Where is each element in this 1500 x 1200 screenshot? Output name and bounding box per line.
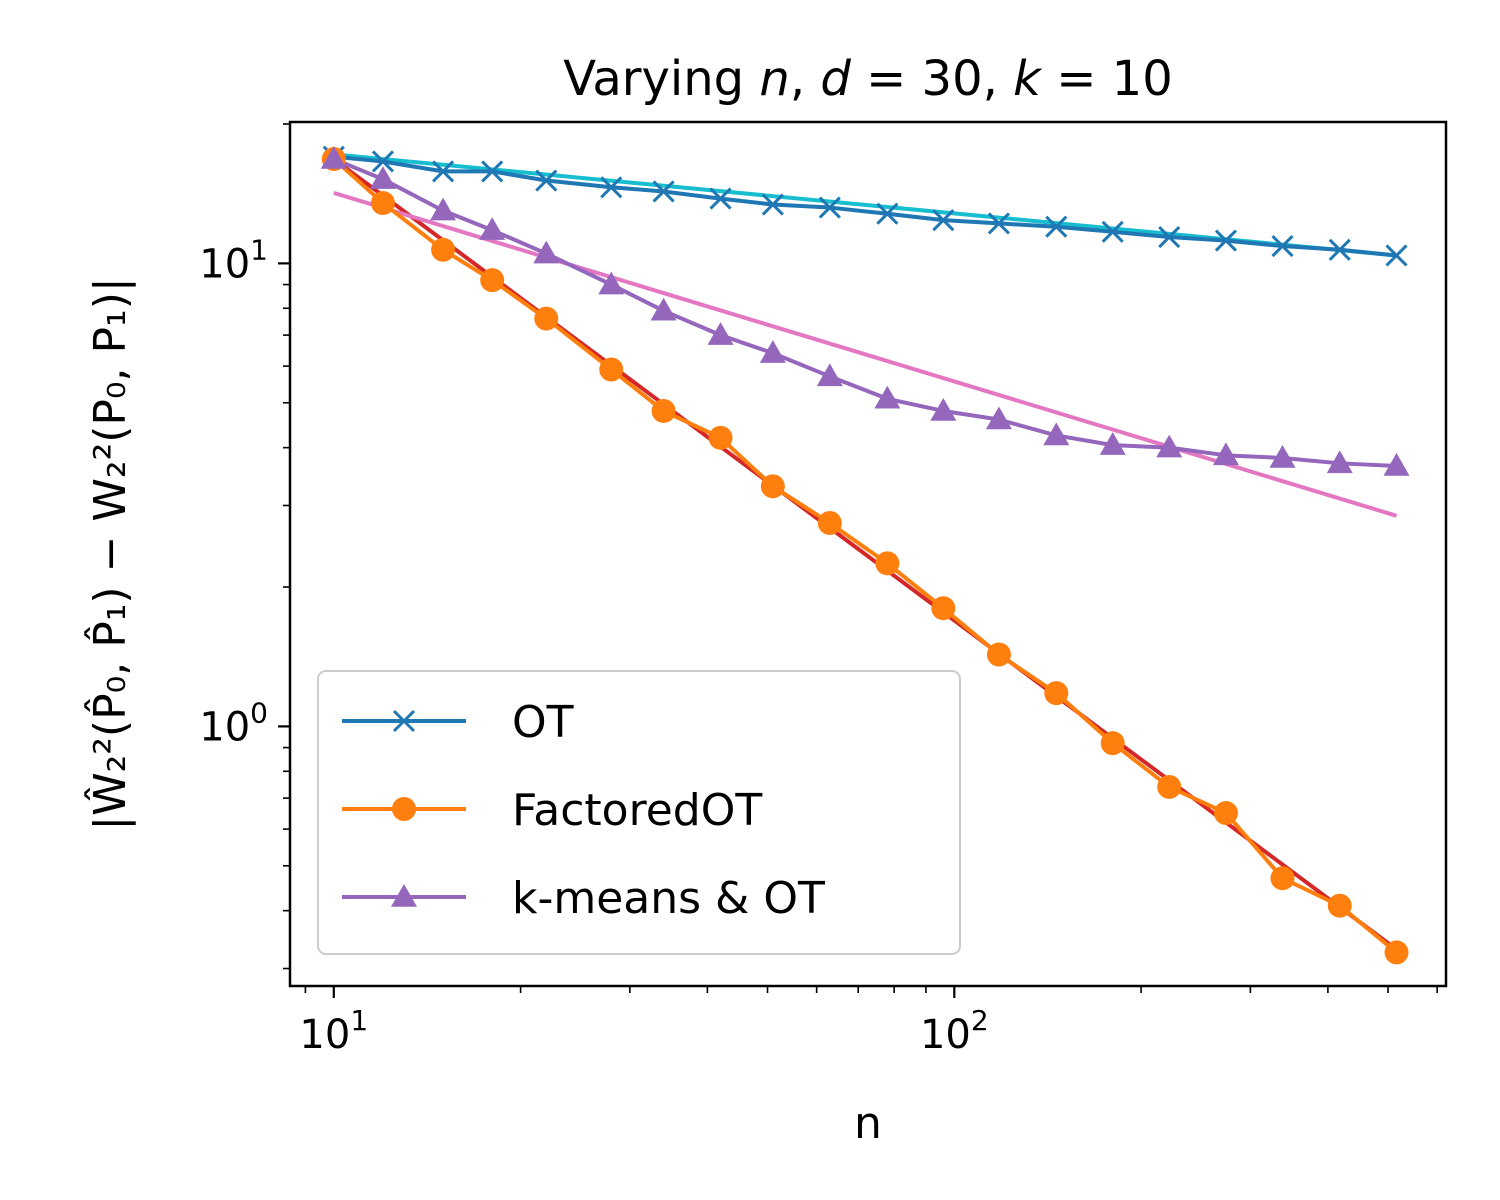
data-point <box>708 425 733 450</box>
data-point <box>534 306 559 331</box>
data-point <box>759 340 786 363</box>
data-point <box>1384 940 1409 965</box>
data-point <box>1383 453 1410 476</box>
data-point <box>1043 422 1070 446</box>
y-tick-label: 100 <box>199 696 268 750</box>
legend-entry: k-means & OT <box>342 873 825 924</box>
data-point <box>1328 238 1351 261</box>
data-point <box>369 166 396 189</box>
data-point <box>320 146 347 169</box>
data-point <box>1385 244 1408 267</box>
data-point <box>1157 774 1182 799</box>
legend-marker <box>391 884 417 907</box>
legend-marker <box>392 709 416 733</box>
data-point <box>533 240 560 264</box>
data-point <box>1044 681 1069 706</box>
legend-label: k-means & OT <box>512 873 825 924</box>
data-point <box>875 551 900 576</box>
data-point <box>599 357 624 382</box>
y-tick-label: 101 <box>199 233 268 287</box>
x-tick-label: 101 <box>299 1004 368 1058</box>
data-point <box>1045 215 1068 238</box>
series-line <box>333 154 1397 258</box>
chart-title: Varying n, d = 30, k = 10 <box>563 51 1173 107</box>
data-point <box>430 197 457 221</box>
data-point <box>816 363 843 387</box>
data-point <box>479 217 506 240</box>
data-point <box>1270 866 1295 891</box>
data-point <box>651 398 676 423</box>
data-point <box>986 642 1011 667</box>
data-point <box>876 202 899 225</box>
data-point <box>1100 731 1125 756</box>
legend: OT FactoredOT k-means & OT <box>317 670 961 955</box>
data-point <box>431 237 456 262</box>
data-point <box>1099 432 1126 455</box>
legend-label: FactoredOT <box>512 785 762 836</box>
data-point <box>598 271 625 295</box>
data-point <box>371 150 394 173</box>
legend-entry: OT <box>342 697 574 748</box>
data-point <box>1271 234 1294 258</box>
data-point <box>930 397 957 421</box>
axis-ticks: 101 102 100 101 <box>199 123 1438 1058</box>
data-point <box>1213 801 1238 826</box>
series-markers <box>320 145 1410 965</box>
data-point <box>650 297 677 321</box>
legend-marker <box>392 797 416 821</box>
data-point <box>817 510 842 535</box>
plot-frame <box>288 120 1448 988</box>
data-point <box>481 160 504 183</box>
data-point <box>709 187 732 210</box>
x-tick-label: 102 <box>920 1004 989 1058</box>
data-point <box>818 196 841 219</box>
data-point <box>600 176 623 199</box>
data-point <box>535 169 558 192</box>
data-point <box>760 474 785 499</box>
data-point <box>987 212 1010 235</box>
legend-label: OT <box>512 697 574 748</box>
data-point <box>761 193 784 216</box>
data-point <box>1101 220 1124 243</box>
x-axis-label: n <box>854 1098 882 1149</box>
data-point <box>1269 444 1296 468</box>
data-point <box>874 385 901 409</box>
y-axis-label: |Ŵ₂²(P̂₀, P̂₁) − W₂²(P₀, P₁)| <box>83 277 136 830</box>
legend-box <box>317 670 961 955</box>
data-point <box>1326 450 1353 474</box>
data-point <box>707 322 734 345</box>
data-point <box>985 406 1012 430</box>
data-point <box>1158 225 1181 249</box>
data-point <box>1212 442 1239 466</box>
data-point <box>1214 229 1238 252</box>
data-point <box>1327 893 1352 918</box>
data-point <box>370 191 395 216</box>
data-point <box>652 180 675 203</box>
data-point <box>932 209 955 232</box>
data-point <box>1156 434 1183 458</box>
data-point <box>480 268 505 293</box>
data-point <box>432 160 455 183</box>
data-point <box>931 596 956 621</box>
legend-entry: FactoredOT <box>342 785 762 836</box>
